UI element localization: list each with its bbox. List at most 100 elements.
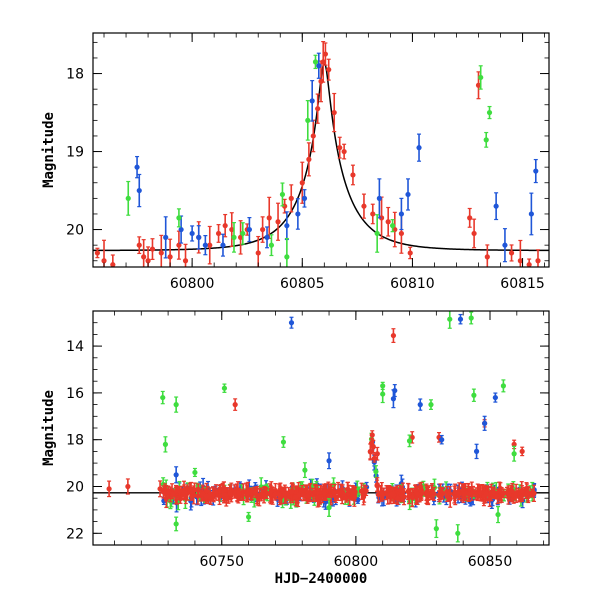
data-point-19: [260, 226, 266, 233]
data-point-80: [284, 254, 290, 260]
data-point-138: [373, 468, 379, 475]
data-point-87: [486, 109, 493, 116]
data-point-43: [467, 215, 473, 221]
y-tick-label: 18: [66, 433, 84, 449]
data-point-18: [255, 250, 261, 256]
data-point-55: [189, 230, 195, 237]
data-point-614: [302, 467, 308, 473]
data-point-607: [500, 383, 506, 389]
data-point-589: [482, 420, 488, 426]
bottom-x-axis-label: HJD−2400000: [275, 571, 368, 587]
data-point-587: [457, 316, 464, 322]
data-point-82: [312, 59, 319, 65]
data-point-406: [436, 492, 442, 498]
data-point-515: [300, 492, 306, 498]
data-point-494: [312, 489, 318, 495]
data-point-38: [378, 215, 385, 221]
data-point-58: [220, 242, 226, 248]
data-point-585: [417, 402, 423, 408]
data-point-548: [236, 490, 242, 496]
data-point-77: [240, 230, 246, 237]
data-point-588: [473, 448, 480, 454]
data-point-86: [483, 137, 489, 143]
data-point-81: [305, 117, 311, 123]
data-point-522: [452, 489, 458, 495]
data-point-594: [173, 402, 179, 408]
data-point-491: [374, 482, 380, 488]
data-point-22: [282, 203, 288, 209]
data-point-559: [406, 488, 412, 494]
bottom-lightcurve-panel: 60750 60800 60850 14 16 18 20 22 Magnitude HJD−…: [41, 310, 550, 587]
data-point-64: [309, 98, 315, 104]
data-point-602: [406, 438, 413, 444]
data-point-27: [315, 106, 321, 112]
data-point-596: [162, 441, 169, 447]
x-tick-label: 60800: [334, 554, 379, 570]
data-point-33: [337, 145, 343, 151]
data-point-591: [173, 472, 179, 478]
data-point-61: [284, 223, 290, 229]
data-point-67: [398, 211, 405, 217]
data-point-601: [380, 391, 386, 397]
data-point-41: [398, 230, 405, 237]
data-point-521: [203, 493, 210, 499]
data-point-20: [266, 215, 272, 221]
data-point-582: [288, 320, 295, 326]
data-point-527: [187, 486, 193, 492]
data-point-504: [282, 491, 288, 497]
data-point-599: [245, 514, 252, 520]
data-point-8: [167, 254, 173, 260]
data-point-577: [409, 434, 415, 440]
x-tick-label: 60850: [468, 554, 513, 570]
data-point-484: [277, 486, 284, 492]
data-point-57: [202, 242, 208, 248]
data-point-68: [405, 191, 411, 198]
data-point-610: [433, 526, 439, 532]
series-1: [134, 52, 539, 263]
data-point-570: [106, 486, 112, 492]
top-plot-frame: [92, 32, 550, 268]
outlier-series-0: [106, 328, 525, 498]
data-point-520: [414, 491, 421, 497]
data-point-29: [320, 59, 326, 65]
data-point-593: [160, 394, 166, 401]
data-point-37: [370, 211, 376, 217]
data-point-446: [223, 496, 229, 502]
data-point-36: [361, 203, 367, 209]
data-point-15: [229, 226, 235, 233]
data-point-23: [288, 195, 294, 201]
y-tick-label: 14: [66, 339, 84, 355]
data-point-465: [367, 449, 374, 455]
data-point-532: [317, 494, 323, 500]
data-point-78: [268, 242, 275, 248]
data-point-552: [170, 491, 176, 497]
data-point-518: [177, 488, 183, 494]
y-tick-label: 22: [66, 526, 84, 542]
data-point-1: [101, 258, 107, 264]
outlier-series-2: [160, 311, 517, 543]
data-point-542: [525, 490, 531, 496]
bottom-data-layer: [93, 311, 549, 543]
data-point-575: [374, 451, 380, 457]
data-point-414: [378, 490, 384, 496]
data-point-611: [455, 530, 461, 536]
data-point-460: [444, 493, 450, 499]
data-point-73: [533, 168, 539, 174]
x-tick-label: 60810: [390, 276, 435, 292]
y-tick-label: 16: [66, 386, 84, 402]
data-point-39: [385, 219, 391, 225]
data-point-42: [407, 250, 413, 256]
x-tick-label: 60815: [500, 276, 545, 292]
data-point-569: [385, 492, 391, 498]
outlier-series-1: [173, 313, 498, 484]
data-point-51: [134, 164, 140, 170]
data-point-388: [501, 490, 507, 496]
bottom-plot-frame: [92, 310, 550, 546]
data-point-530: [466, 491, 473, 497]
data-point-581: [519, 448, 525, 454]
data-point-545: [531, 490, 537, 496]
data-point-553: [398, 487, 404, 494]
data-point-584: [390, 396, 397, 402]
data-point-549: [338, 489, 344, 495]
